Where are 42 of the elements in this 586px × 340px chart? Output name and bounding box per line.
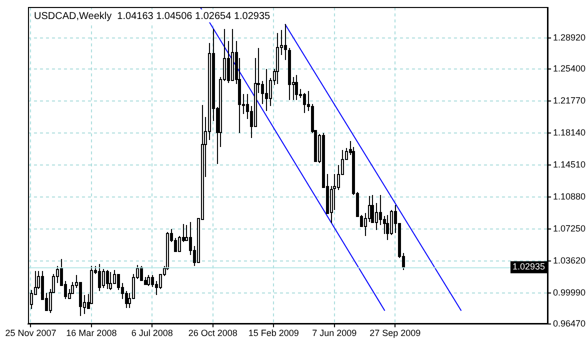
candlestick: [390, 210, 393, 236]
x-tick-label: 26 Oct 2008: [188, 328, 238, 338]
y-tick-label: 0.96470: [553, 318, 586, 329]
candlestick: [151, 274, 154, 288]
x-tick-label: 15 Feb 2009: [248, 328, 299, 338]
candlestick: [106, 270, 109, 290]
y-tick-label: 1.25400: [553, 64, 586, 74]
y-tick-label: 1.07250: [553, 224, 586, 234]
y-tick-label: 1.03620: [553, 256, 586, 266]
x-tick-label: 6 Jul 2008: [131, 328, 173, 338]
candlestick: [227, 40, 230, 84]
candlestick: [98, 264, 101, 292]
candlestick: [375, 202, 378, 230]
candlestick: [79, 282, 82, 316]
candlestick: [265, 68, 268, 112]
y-tick-label: 1.18140: [553, 128, 586, 138]
candlestick: [276, 32, 279, 84]
candlestick: [125, 290, 128, 308]
y-tick-label: 1.28920: [553, 32, 586, 43]
x-tick-label: 27 Sep 2009: [370, 328, 421, 338]
x-tick-label: 7 Jun 2009: [312, 328, 357, 338]
chart-title: USDCAD,Weekly 1.04163 1.04506 1.02654 1.02935: [34, 11, 271, 22]
candlestick: [295, 74, 298, 100]
candlestick: [261, 80, 264, 104]
y-tick-label: 1.10880: [553, 192, 586, 202]
candlestick: [147, 274, 150, 286]
x-tick-label: 16 Mar 2008: [66, 328, 117, 338]
candlestick: [140, 266, 143, 282]
candlestick: [178, 236, 181, 252]
ref-line-label: 1.02935: [512, 262, 546, 272]
candlestick: [379, 194, 382, 226]
y-tick-label: 0.99990: [553, 288, 586, 298]
candlestick: [386, 214, 389, 240]
candlestick: [102, 268, 105, 288]
candlestick: [109, 272, 112, 290]
candlestick: [284, 24, 287, 60]
candlestick: [117, 274, 120, 290]
candlestick: [303, 92, 306, 114]
y-tick-label: 1.14510: [553, 160, 586, 170]
candlestick: [371, 194, 374, 224]
y-tick-label: 1.21770: [553, 96, 586, 106]
x-tick-label: 25 Nov 2007: [5, 328, 56, 338]
